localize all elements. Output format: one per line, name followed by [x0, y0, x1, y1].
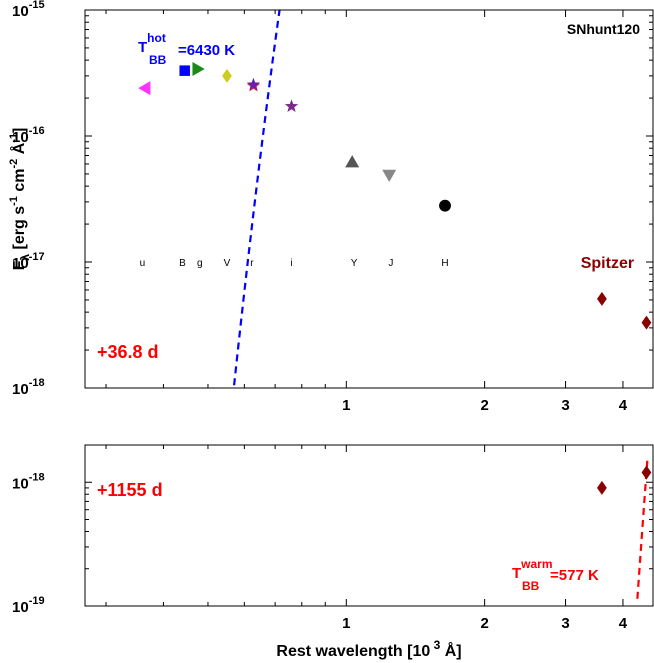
warm-bb-label: Twarm [512, 557, 553, 582]
x-axis-label: Rest wavelength [10 3 Å] [276, 638, 461, 660]
hot-bb-value: =6430 K [178, 42, 235, 59]
top-epoch-label: +36.8 d [97, 342, 159, 362]
ylabel-e1: -1 [8, 196, 20, 206]
point-r-marker [246, 77, 261, 91]
top-axes-box [84, 9, 654, 389]
point-b-marker [179, 65, 190, 76]
ylabel-e3: -1 [8, 133, 20, 143]
x-tick-label: 1 [342, 615, 350, 632]
blackbody-curve-path [233, 9, 281, 386]
bottom-y-tick-labels: 10-18 10-19 [12, 471, 45, 616]
band-label-V: V [224, 258, 231, 269]
bottom-axis-ticks [85, 445, 653, 607]
ylabel-main: F [11, 260, 28, 270]
x-tick-label: 3 [561, 397, 569, 414]
band-label-J: J [388, 258, 393, 269]
point-spitzer-3-6-marker [597, 291, 607, 306]
y-tick-label: 10-18 [12, 377, 45, 398]
point-spitzer-4-5-marker [641, 465, 652, 480]
warm-bb-value: =577 K [550, 567, 599, 584]
bottom-x-tick-labels: 1 2 3 4 [342, 615, 628, 632]
band-label-B: B [179, 258, 186, 269]
spitzer-label: Spitzer [581, 255, 634, 272]
ylabel-e2: -2 [8, 159, 20, 169]
point-v-marker [222, 68, 232, 83]
point-h-marker [439, 199, 451, 212]
warm-bb-sup: warm [520, 557, 552, 571]
point-j-marker [382, 169, 397, 183]
hot-bb-sup: hot [147, 31, 166, 45]
warm-bb-sub: BB [522, 579, 540, 593]
point-spitzer-4-5-marker [641, 315, 652, 330]
y-axis-label: Fλ [erg s-1 cm-2 Å-1] [8, 128, 32, 271]
y-tick-label: 10-18 [12, 471, 45, 492]
warm-blackbody-curve [636, 460, 649, 599]
blackbody-curve-path [636, 460, 649, 599]
ylabel-end: ] [11, 128, 28, 133]
svg-text:Fλ [erg s-1 cm-2 Å-1]: Fλ [erg s-1 cm-2 Å-1] [8, 128, 32, 271]
xlabel-end: Å] [440, 641, 461, 660]
band-label-r: r [250, 258, 254, 269]
top-axis-ticks [85, 9, 653, 389]
ylabel-m2: Å [9, 142, 28, 158]
point-u-marker [138, 81, 151, 96]
y-tick-label: 10-17 [12, 251, 45, 272]
top-photometry-points [138, 62, 652, 330]
band-label-Y: Y [351, 258, 358, 269]
bottom-axes-box [84, 444, 654, 607]
band-label-i: i [290, 258, 292, 269]
point-y-marker [345, 155, 360, 168]
band-label-H: H [441, 258, 448, 269]
bottom-panel: 10-18 10-19 1 2 3 4 +1155 d Twarm BB =577 K [12, 444, 654, 632]
bottom-epoch-label: +1155 d [97, 480, 163, 500]
x-tick-label: 2 [480, 397, 488, 414]
hot-bb-T: T [138, 39, 147, 56]
band-label-g: g [197, 258, 203, 269]
band-label-u: u [140, 258, 146, 269]
point-i-marker [284, 99, 299, 112]
warm-bb-T: T [512, 565, 521, 582]
x-tick-label: 4 [619, 615, 628, 632]
ylabel-units: [erg s [11, 206, 28, 254]
hot-bb-sub: BB [149, 53, 167, 67]
bottom-photometry-points [597, 465, 652, 495]
xlabel-text: Rest wavelength [10 [276, 643, 430, 660]
x-tick-label: 2 [480, 615, 488, 632]
top-x-tick-labels: 1 2 3 4 [342, 397, 628, 414]
hot-bb-label: Thot [138, 31, 166, 56]
x-tick-label: 1 [342, 397, 350, 414]
point-g-marker [192, 62, 205, 77]
object-label: SNhunt120 [567, 21, 640, 37]
ylabel-m1: cm [11, 169, 28, 197]
point-spitzer-3-6-marker [597, 480, 607, 495]
top-y-tick-labels: 10-15 10-16 10-17 10-18 [12, 0, 45, 398]
y-tick-label: 10-15 [12, 0, 45, 20]
xlabel-exp: 3 [430, 638, 440, 652]
hot-blackbody-curve [233, 9, 281, 386]
ylabel-sub: λ [18, 254, 32, 261]
x-tick-label: 3 [561, 615, 569, 632]
y-tick-label: 10-19 [12, 595, 45, 616]
x-tick-label: 4 [619, 397, 628, 414]
y-tick-label: 10-16 [12, 125, 45, 146]
